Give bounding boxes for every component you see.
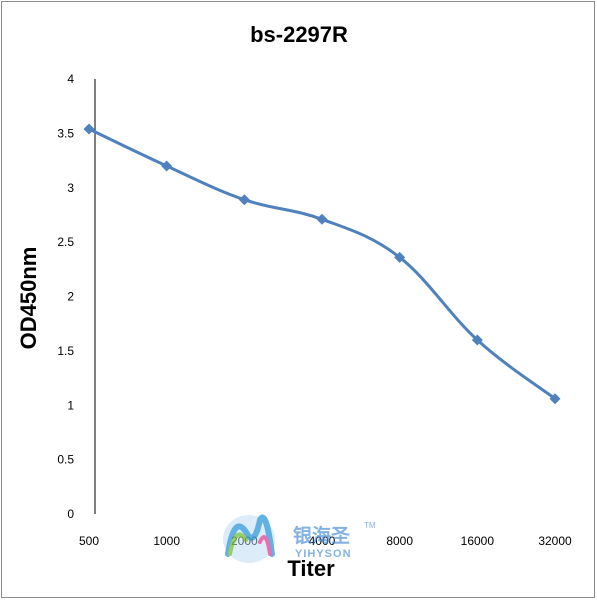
x-tick-label: 8000: [386, 534, 413, 548]
y-tick-label: 2: [67, 290, 74, 304]
data-point-marker: [394, 251, 406, 263]
y-tick-label: 2.5: [57, 235, 74, 249]
x-tick-label: 500: [79, 534, 99, 548]
data-point-marker: [471, 334, 483, 346]
x-tick-label: 1000: [153, 534, 180, 548]
y-tick-label: 0: [67, 507, 74, 521]
y-tick-label: 1: [67, 398, 74, 412]
x-tick-label: 4000: [309, 534, 336, 548]
data-point-marker: [549, 393, 561, 405]
y-axis-label: OD450nm: [16, 247, 41, 350]
logo-mark-icon: [223, 514, 275, 563]
x-tick-label: 16000: [461, 534, 495, 548]
logo-chinese-text: 银海圣: [293, 524, 351, 547]
x-tick-label: 32000: [538, 534, 572, 548]
data-point-marker: [316, 213, 328, 225]
logo-tm-mark: TM: [364, 521, 376, 530]
x-axis-ticks: 50010002000400080001600032000: [79, 534, 572, 548]
y-tick-label: 1.5: [57, 344, 74, 358]
data-point-marker: [83, 123, 95, 135]
series-line: [87, 127, 557, 401]
y-axis-ticks: 0 0.5 1 1.5 2 2.5 3 3.5 4: [57, 72, 74, 521]
watermark-logo: 银海圣 TM YIHYSON: [223, 514, 376, 563]
data-point-marker: [161, 160, 173, 172]
data-point-marker: [238, 194, 250, 206]
logo-english-text: YIHYSON: [295, 548, 352, 560]
series-markers: [83, 123, 561, 405]
y-tick-label: 0.5: [57, 453, 74, 467]
chart-title: bs-2297R: [250, 22, 348, 47]
x-axis-label: Titer: [287, 556, 335, 581]
y-tick-label: 3.5: [57, 126, 74, 140]
y-tick-label: 3: [67, 181, 74, 195]
y-tick-label: 4: [67, 72, 74, 86]
